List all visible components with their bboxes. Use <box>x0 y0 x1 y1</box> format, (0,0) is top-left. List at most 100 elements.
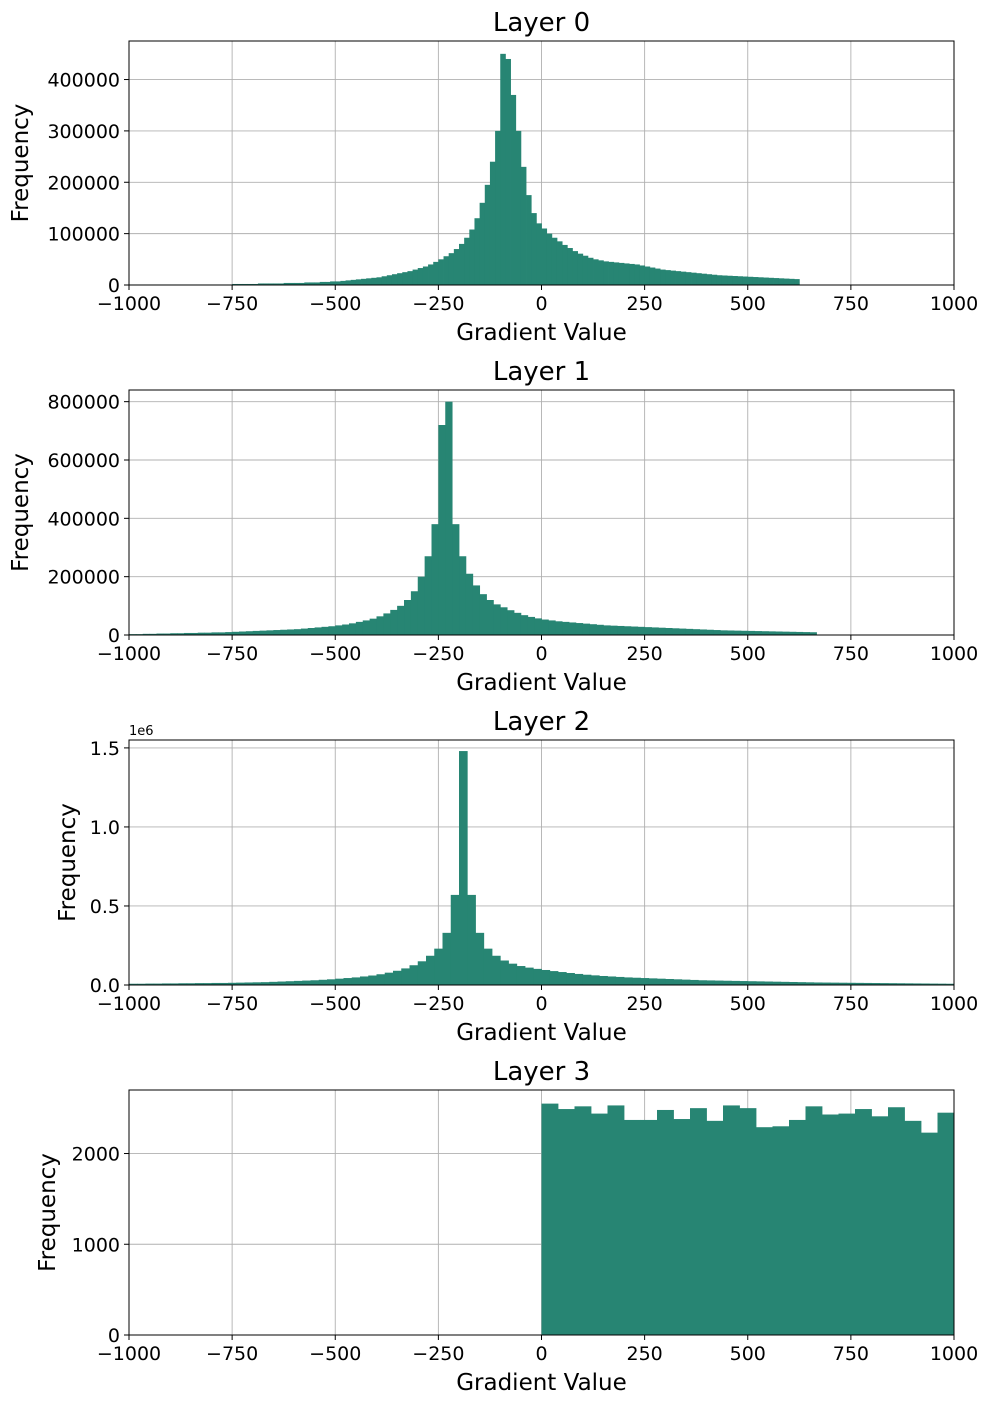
histogram-bar <box>624 626 632 635</box>
histogram-bar <box>195 983 204 985</box>
histogram-bar <box>782 631 790 635</box>
histogram-bar <box>541 969 551 985</box>
histogram-bar <box>723 1105 740 1335</box>
histogram-bar <box>510 94 517 285</box>
histogram-bar <box>520 615 529 635</box>
histogram-bar <box>277 981 287 985</box>
histogram-bar <box>555 621 563 635</box>
histogram-bar <box>778 278 785 285</box>
histogram-bar <box>764 981 773 985</box>
histogram-bar <box>156 633 164 635</box>
histogram-bar <box>474 218 481 285</box>
histogram-bar <box>366 278 372 285</box>
histogram-bar <box>475 932 485 985</box>
histogram-bar <box>278 283 285 285</box>
histogram-bar <box>299 282 305 285</box>
histogram-bar <box>904 1120 922 1335</box>
x-tick-label: −250 <box>412 293 464 315</box>
histogram-bar <box>288 282 295 285</box>
histogram-bar <box>376 277 383 285</box>
histogram-bar <box>426 955 435 985</box>
histogram-bar <box>443 256 450 285</box>
histogram-bar <box>409 965 419 985</box>
histogram-bar <box>319 281 326 285</box>
histogram-bar <box>888 1107 905 1335</box>
histogram-bar <box>324 281 331 285</box>
histogram-bar <box>304 282 310 285</box>
x-tick-label: −250 <box>412 1343 464 1365</box>
histogram-bar <box>516 966 526 985</box>
histogram-bar <box>660 269 666 285</box>
histogram-bar <box>617 625 625 635</box>
histogram-bar <box>330 281 336 285</box>
histogram-bar <box>219 982 229 985</box>
histogram-bar <box>459 751 468 985</box>
histogram-bar <box>805 1106 823 1335</box>
histogram-bar <box>397 605 405 635</box>
histogram-bar <box>321 626 329 635</box>
histogram-bar <box>483 948 493 985</box>
y-tick-label: 100000 <box>47 224 120 246</box>
histogram-bar <box>309 282 316 285</box>
histogram-bar <box>280 629 288 635</box>
histogram-bar <box>665 270 671 285</box>
histogram-bar <box>459 243 465 285</box>
histogram-bar <box>624 1119 641 1335</box>
histogram-bar <box>391 274 398 285</box>
histogram-bar <box>624 977 633 985</box>
histogram-bar <box>754 631 762 635</box>
chart-panel-1: −1000 −750 −500 −250 0 250 500 750 1000 0 200000 40… <box>8 357 978 696</box>
histogram-bar <box>507 610 515 635</box>
histogram-bar <box>376 616 384 635</box>
histogram-bar <box>369 618 377 635</box>
histogram-bar <box>654 268 661 285</box>
histogram-bar <box>285 981 295 985</box>
histogram-bar <box>536 223 542 285</box>
histogram-bar <box>310 980 320 985</box>
histogram-bar <box>558 1109 575 1335</box>
histogram-bar <box>575 623 584 635</box>
x-tick-label: 500 <box>730 993 766 1015</box>
histogram-bar <box>307 628 316 635</box>
histogram-bar <box>549 971 559 985</box>
histogram-bar <box>464 237 470 285</box>
histogram-bar <box>514 612 522 635</box>
histogram-bar <box>434 948 443 985</box>
histogram-bar <box>772 981 782 985</box>
histogram-bar <box>242 283 248 285</box>
histogram-bar <box>783 278 790 285</box>
histogram-bar <box>204 632 212 635</box>
histogram-bar <box>360 976 369 985</box>
histogram-bar <box>696 273 702 285</box>
histogram-bar <box>937 1112 955 1335</box>
histogram-bar <box>690 1108 707 1335</box>
histogram-bar <box>422 266 429 285</box>
x-axis-label: Gradient Value <box>456 1020 627 1046</box>
histogram-bar <box>245 631 254 635</box>
histogram-bar <box>658 627 666 635</box>
chart-title: Layer 0 <box>493 8 590 38</box>
x-tick-label: 0 <box>535 1343 547 1365</box>
histogram-bar <box>252 283 259 285</box>
x-axis-label: Gradient Value <box>456 670 627 696</box>
x-tick-label: −500 <box>309 1343 361 1365</box>
histogram-bar <box>582 974 592 985</box>
histogram-bar <box>327 979 336 985</box>
histogram-bar <box>608 261 615 285</box>
histogram-bar <box>170 633 178 635</box>
x-tick-label: −250 <box>412 643 464 665</box>
chart-panel-0: −1000 −750 −500 −250 0 250 500 750 1000 0 100000 20… <box>8 8 978 346</box>
y-offset-label: 1e6 <box>129 724 154 739</box>
histogram-bar <box>758 277 764 285</box>
histogram-bar <box>335 978 344 985</box>
histogram-bar <box>137 983 146 985</box>
histogram-bar <box>797 982 806 985</box>
x-tick-label: 750 <box>833 293 869 315</box>
histogram-bar <box>232 631 240 635</box>
histogram-bar <box>618 262 625 285</box>
histogram-bar <box>634 264 640 285</box>
y-axis-label: Frequency <box>8 104 34 223</box>
histogram-bar <box>574 1106 592 1335</box>
histogram-bar <box>587 257 594 285</box>
